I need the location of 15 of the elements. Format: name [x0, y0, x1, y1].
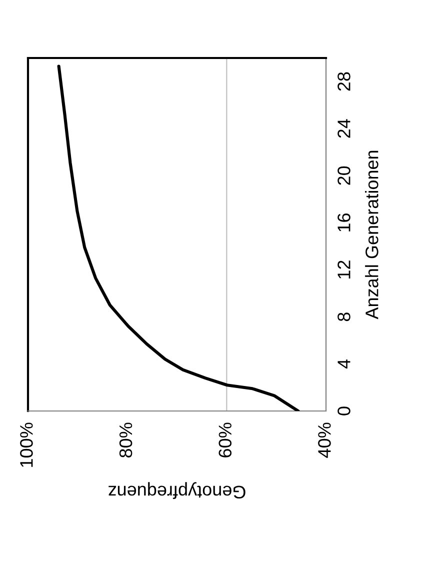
y-axis-title: Anzahl Generationen: [365, 150, 378, 320]
x-tick-label: 100%: [20, 422, 33, 467]
y-tick-label: 16: [338, 213, 350, 232]
y-tick-label: 8: [338, 312, 350, 322]
y-tick-label: 28: [338, 72, 350, 91]
y-tick-label: 24: [338, 119, 350, 138]
x-tick-label: 40%: [318, 422, 331, 458]
y-tick-label: 12: [338, 260, 350, 278]
line-series: [57, 64, 300, 411]
y-tick-label: 4: [338, 359, 350, 369]
x-tick-label: 80%: [119, 422, 132, 458]
y-tick-label: 0: [338, 406, 350, 416]
x-axis-title: Genotypfrequenz: [108, 482, 246, 499]
x-tick-label: 60%: [218, 422, 232, 458]
y-tick-label: 20: [338, 166, 350, 185]
